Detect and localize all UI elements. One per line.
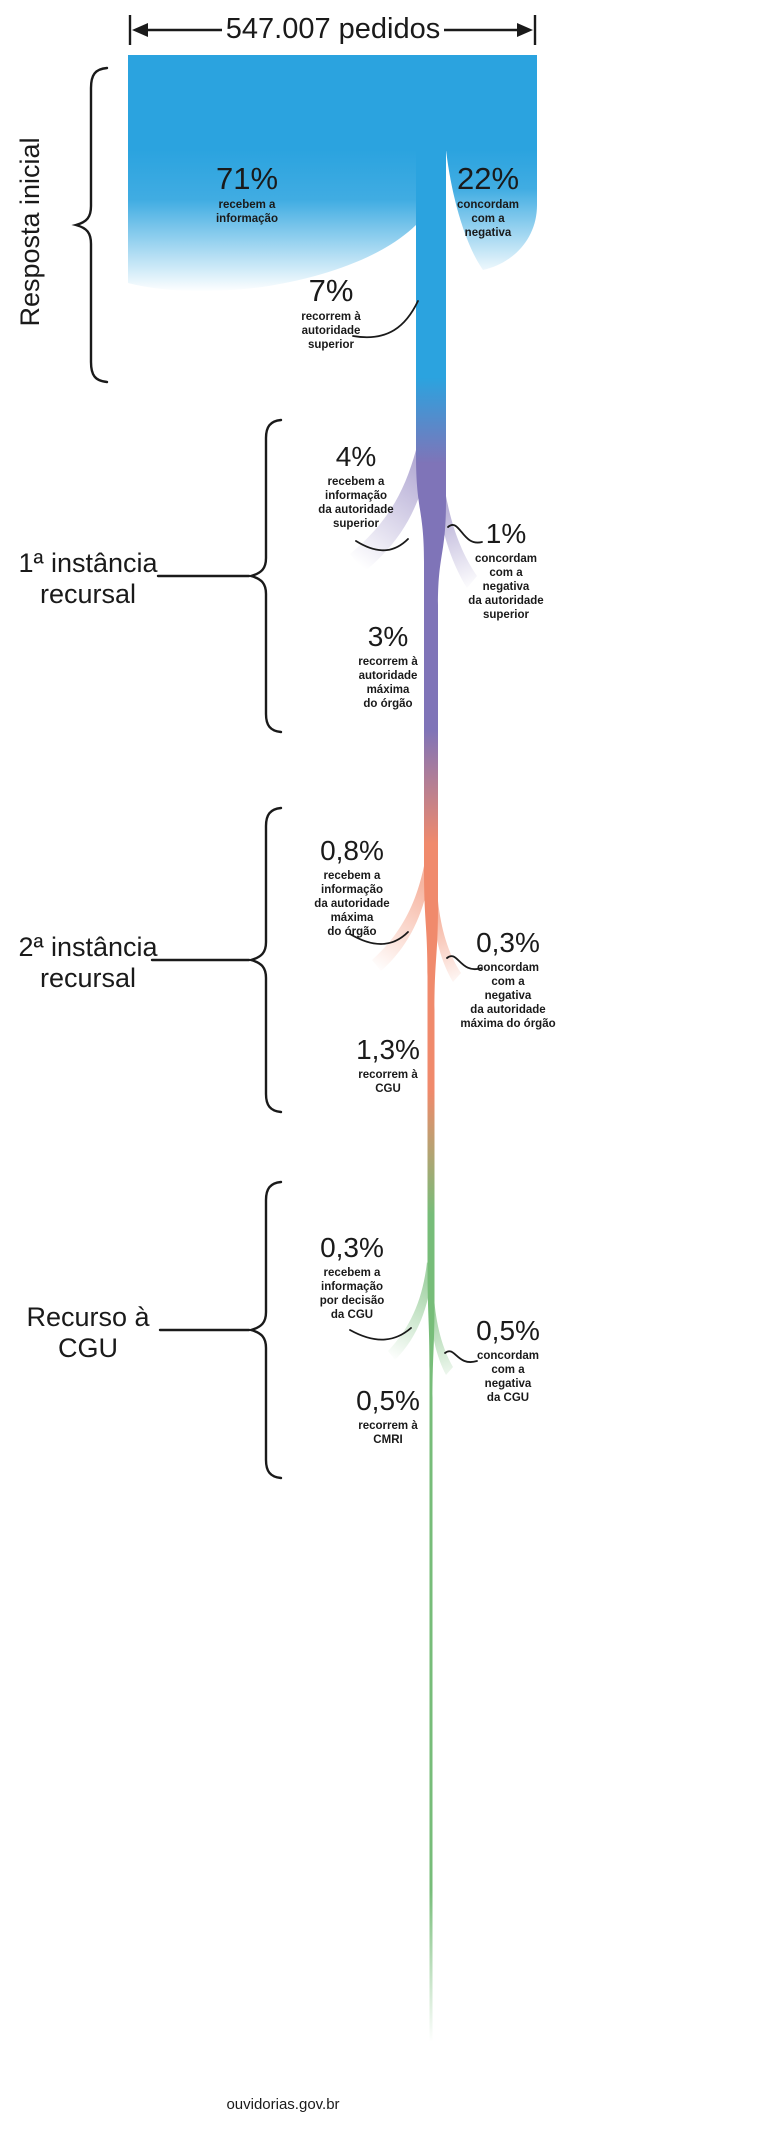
flow-received-initial <box>128 150 416 291</box>
pct-denied-stage3: 0,3% <box>476 927 540 958</box>
pct-denied-initial: 22% <box>456 161 520 196</box>
leader-received-stage4 <box>349 1327 412 1341</box>
stage-label-recurso-cgu: Recurso à CGU <box>26 1302 150 1363</box>
leader-denied-stage3 <box>446 955 483 971</box>
flow-denied-initial <box>446 150 537 270</box>
flow-received-stage4 <box>388 1262 432 1360</box>
flow-denied-stage4 <box>430 1297 453 1375</box>
leader-received-stage2 <box>355 538 409 552</box>
label-received-initial: 71% recebem a informação <box>215 161 279 226</box>
leader-received-stage3 <box>349 931 409 945</box>
pct-received-stage2: 4% <box>335 441 377 472</box>
stage-label-segunda-instancia: 2ª instância recursal <box>18 932 158 993</box>
label-denied-stage4: 0,5% concordam com a negativa da CGU <box>476 1315 540 1405</box>
pct-appeal-initial: 7% <box>308 273 354 308</box>
label-appeal-initial: 7% recorrem à autoridade superior <box>301 273 361 352</box>
cap-received-initial: recebem a informação <box>215 199 278 226</box>
label-received-stage2: 4% recebem a informação da autoridade su… <box>318 441 394 531</box>
label-denied-stage2: 1% concordam com a negativa da autoridad… <box>468 518 544 622</box>
leader-appeal-stage1 <box>352 300 419 339</box>
dimension-arrow <box>128 15 537 45</box>
chart-title: 547.007 pedidos <box>225 13 441 45</box>
cap-denied-stage3: concordam com a negativa da autoridade m… <box>460 961 556 1030</box>
funnel-top-block <box>128 55 537 151</box>
pct-received-initial: 71% <box>215 161 279 196</box>
cap-appeal-stage2: recorrem à autoridade máxima do órgão <box>358 655 418 710</box>
stage-label-resposta-inicial: Resposta inicial <box>15 137 45 327</box>
label-appeal-stage4: 0,5% recorrem à CMRI <box>356 1385 420 1447</box>
arrowhead-right-icon <box>517 23 533 37</box>
pct-received-stage4: 0,3% <box>320 1232 384 1263</box>
brace-stage2 <box>246 418 283 734</box>
arrowhead-left-icon <box>132 23 148 37</box>
brace-stage1 <box>71 66 109 384</box>
cap-denied-stage2: concordam com a negativa da autoridade s… <box>468 552 544 621</box>
stage-braces <box>71 66 283 1480</box>
pct-appeal-stage4: 0,5% <box>356 1385 420 1416</box>
cap-appeal-stage4: recorrem à CMRI <box>358 1419 418 1446</box>
cap-received-stage2: recebem a informação da autoridade super… <box>318 475 394 530</box>
flow-denied-stage2 <box>439 496 477 588</box>
pct-appeal-stage2: 3% <box>367 621 409 652</box>
label-appeal-stage2: 3% recorrem à autoridade máxima do órgão <box>358 621 418 711</box>
flow-appeal-band <box>416 148 446 2042</box>
cap-denied-initial: concordam com a negativa <box>456 199 519 240</box>
label-denied-stage3: 0,3% concordam com a negativa da autorid… <box>460 927 556 1031</box>
leader-denied-stage2 <box>447 524 483 544</box>
label-denied-initial: 22% concordam com a negativa <box>456 161 520 240</box>
cap-received-stage3: recebem a informação da autoridade máxim… <box>314 869 390 938</box>
cap-received-stage4: recebem a informação por decisão da CGU <box>319 1266 385 1321</box>
pct-appeal-stage3: 1,3% <box>356 1034 420 1065</box>
pct-denied-stage2: 1% <box>485 518 527 549</box>
cap-appeal-stage3: recorrem à CGU <box>358 1068 418 1095</box>
label-received-stage4: 0,3% recebem a informação por decisão da… <box>319 1232 385 1322</box>
brace-stage3 <box>246 806 283 1114</box>
leader-denied-stage4 <box>444 1350 478 1363</box>
stage-label-primeira-instancia: 1ª instância recursal <box>18 548 158 609</box>
flow-denied-stage3 <box>433 901 461 982</box>
flow-received-stage3 <box>372 866 429 971</box>
pct-denied-stage4: 0,5% <box>476 1315 540 1346</box>
cap-appeal-initial: recorrem à autoridade superior <box>301 311 361 352</box>
label-received-stage3: 0,8% recebem a informação da autoridade … <box>314 835 390 939</box>
leader-lines <box>349 300 483 1363</box>
source-url: ouvidorias.gov.br <box>226 2096 340 2113</box>
flow-received-stage2 <box>350 450 427 572</box>
pct-received-stage3: 0,8% <box>320 835 384 866</box>
brace-stage4 <box>246 1180 283 1480</box>
cap-denied-stage4: concordam com a negativa da CGU <box>476 1349 539 1404</box>
label-appeal-stage3: 1,3% recorrem à CGU <box>356 1034 420 1096</box>
